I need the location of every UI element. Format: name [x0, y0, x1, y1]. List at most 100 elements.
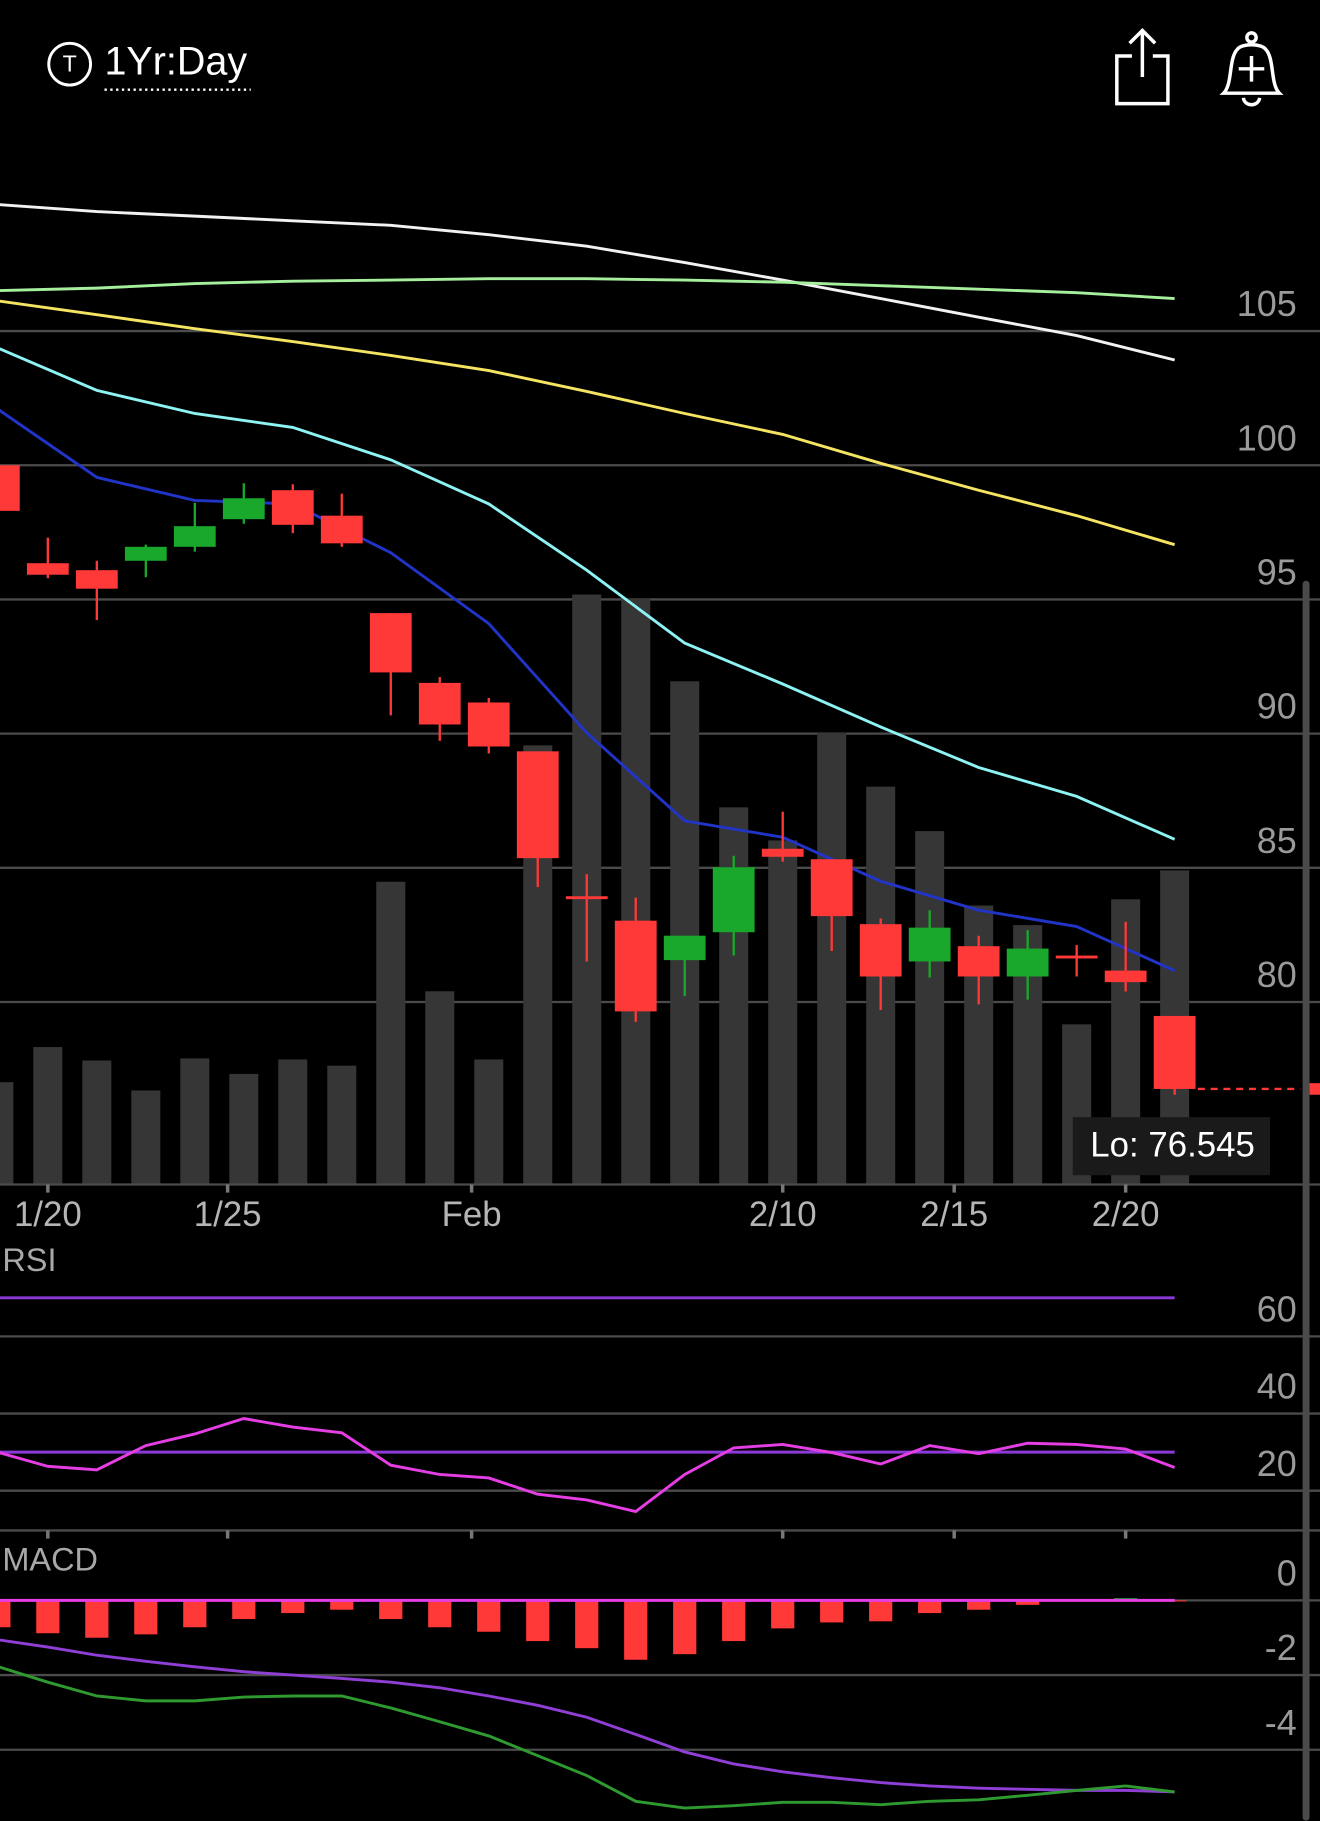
volume-bar: [180, 1058, 210, 1185]
panel-title: MACD: [2, 1541, 98, 1577]
share-arrow: [1128, 28, 1157, 77]
price-panel: [0, 203, 1320, 1185]
volume-bar: [278, 1059, 308, 1185]
share-button[interactable]: [1115, 28, 1170, 106]
volume-bar: [768, 840, 798, 1185]
macd-histogram-bar: [0, 1600, 11, 1628]
moving-average: [0, 299, 1176, 547]
x-tick-label: Feb: [442, 1195, 502, 1234]
volume-bar: [82, 1060, 112, 1185]
annotation-box: [1072, 1117, 1271, 1176]
y-tick-label: 85: [1257, 820, 1297, 861]
scrollbar[interactable]: [1302, 580, 1310, 1821]
candle-body: [320, 515, 363, 544]
volume-bar: [621, 598, 651, 1185]
bell-clapper: [1241, 97, 1262, 107]
macd-histogram-bar: [281, 1600, 305, 1614]
volume-bar: [915, 831, 945, 1185]
bell-top: [1245, 31, 1258, 44]
indicator-panels: [0, 1296, 1320, 1810]
last-price-marker: [1309, 1083, 1320, 1095]
y-tick-label: 95: [1257, 552, 1297, 593]
volume-bar: [131, 1090, 161, 1185]
candle-body: [810, 859, 853, 917]
x-tick-label: 1/25: [194, 1195, 262, 1234]
x-tick-label: 2/15: [920, 1195, 988, 1234]
range-icon: [47, 41, 93, 87]
bell-plus: [1238, 56, 1265, 82]
candle-body: [1055, 955, 1098, 959]
candle-body: [565, 896, 608, 900]
candle-body: [271, 490, 314, 525]
macd-histogram-bar: [183, 1600, 207, 1628]
alert-button[interactable]: [1219, 31, 1284, 107]
macd-histogram-bar: [134, 1600, 158, 1635]
candle-body: [418, 682, 461, 725]
x-tick-label: 2/10: [749, 1195, 817, 1234]
y-tick-label: 105: [1237, 283, 1297, 324]
macd-histogram-bar: [575, 1600, 599, 1649]
range-button[interactable]: T 1Yr:Day: [47, 40, 251, 91]
candle-body: [222, 498, 265, 520]
macd-histogram-bar: [330, 1600, 354, 1610]
low-annotation: Lo: 76.545: [1090, 1126, 1255, 1165]
macd-histogram-bar: [232, 1600, 256, 1620]
macd-histogram-bar: [36, 1600, 60, 1634]
macd-histogram-bar: [1016, 1600, 1040, 1605]
volume-bar: [670, 681, 700, 1185]
moving-average: [0, 203, 1175, 362]
candle-body: [761, 848, 804, 857]
macd-histogram-bar: [967, 1600, 991, 1610]
candle-body: [908, 927, 951, 962]
macd-histogram-bar: [379, 1600, 403, 1620]
macd-histogram-bar: [869, 1600, 893, 1622]
volume-bar: [376, 881, 406, 1185]
candle-body: [957, 946, 1000, 977]
macd-histogram-bar: [624, 1600, 648, 1660]
header: T 1Yr:Day: [47, 28, 1284, 107]
volume-bar: [0, 1082, 14, 1185]
macd-line: [0, 1638, 1175, 1794]
y-tick-label: 40: [1257, 1366, 1297, 1407]
candle-body: [663, 935, 706, 961]
candle-body: [173, 526, 216, 547]
x-tick-label: 1/20: [14, 1195, 82, 1234]
macd-histogram-bar: [820, 1600, 844, 1623]
panel-title: RSI: [2, 1242, 56, 1278]
bell: [1219, 42, 1284, 95]
y-tick-label: 80: [1257, 954, 1297, 995]
macd-histogram-bar: [428, 1600, 452, 1628]
range-icon-label: T: [63, 50, 77, 76]
y-tick-label: -2: [1265, 1627, 1297, 1668]
macd-histogram-bar: [918, 1600, 942, 1614]
x-tick-label: 2/20: [1092, 1195, 1160, 1234]
macd-histogram-bar: [673, 1600, 697, 1655]
candle-body: [75, 570, 118, 589]
y-tick-label: 100: [1237, 417, 1297, 458]
macd-histogram-bar: [477, 1600, 501, 1632]
volume-bar: [229, 1073, 259, 1185]
y-tick-label: 0: [1277, 1553, 1297, 1594]
y-tick-label: 90: [1257, 686, 1297, 727]
volume-bar: [327, 1065, 357, 1185]
share-box: [1115, 54, 1170, 106]
y-tick-label: 20: [1257, 1443, 1297, 1484]
candle-body: [614, 920, 657, 1012]
candle-body: [26, 563, 69, 575]
range-title: 1Yr:Day: [104, 40, 247, 84]
macd-histogram-bar: [771, 1600, 795, 1629]
y-tick-label: 60: [1257, 1289, 1297, 1330]
macd-histogram-bar: [526, 1600, 550, 1642]
candle-body: [1006, 948, 1049, 977]
macd-histogram-bar: [85, 1600, 109, 1638]
moving-average: [0, 347, 1176, 841]
volume-bar: [33, 1047, 63, 1185]
candle-body: [369, 613, 412, 673]
moving-average: [0, 408, 1176, 972]
y-tick-label: -4: [1265, 1702, 1297, 1743]
candle-body: [124, 546, 167, 561]
candle-body: [1153, 1015, 1196, 1089]
candle-body: [516, 751, 559, 859]
